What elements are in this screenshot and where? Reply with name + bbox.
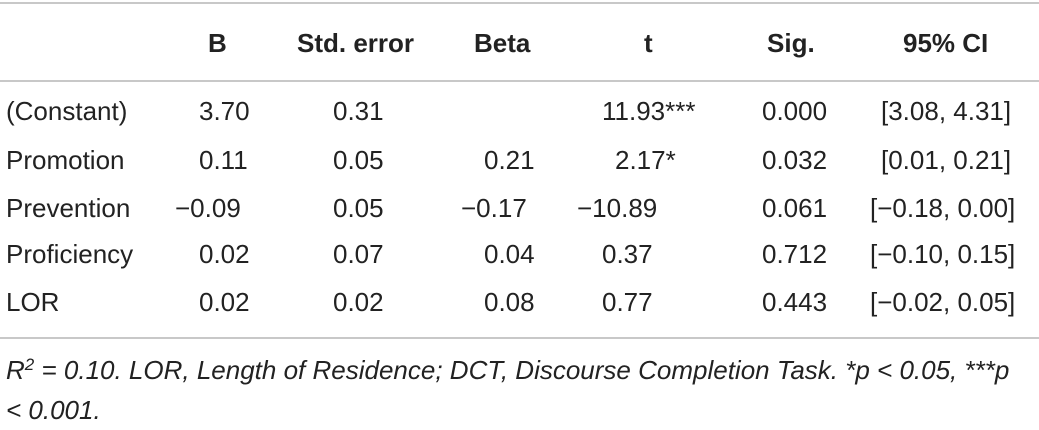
header-b: B: [208, 28, 227, 58]
cell-b: 0.02: [199, 287, 250, 317]
cell-sig: 0.032: [762, 145, 828, 175]
table-bottom-rule: [0, 337, 1039, 339]
cell-b: 0.11: [199, 145, 248, 175]
cell-t: −10.89: [577, 193, 658, 223]
cell-beta: 0.21: [484, 145, 535, 175]
cell-b: 3.70: [199, 96, 250, 126]
cell-std-error: 0.05: [333, 145, 384, 175]
footnote-text: = 0.10. LOR, Length of Residence; DCT, D…: [6, 355, 1010, 425]
cell-t: 0.77: [602, 287, 653, 317]
row-label: LOR: [6, 287, 60, 317]
cell-ci: [0.01, 0.21]: [881, 145, 1012, 175]
footnote-r-symbol: R: [6, 355, 25, 385]
cell-b: 0.02: [199, 239, 250, 269]
cell-std-error: 0.31: [333, 96, 384, 126]
table-footnote: R2 = 0.10. LOR, Length of Residence; DCT…: [6, 350, 1026, 430]
cell-sig: 0.061: [762, 193, 828, 223]
cell-ci: [−0.02, 0.05]: [870, 287, 1016, 317]
row-label: Promotion: [6, 145, 125, 175]
cell-std-error: 0.05: [333, 193, 384, 223]
cell-beta: 0.08: [484, 287, 535, 317]
cell-ci: [−0.10, 0.15]: [870, 239, 1016, 269]
cell-beta: −0.17: [461, 193, 527, 223]
cell-beta: 0.04: [484, 239, 535, 269]
cell-ci: [3.08, 4.31]: [881, 96, 1012, 126]
cell-std-error: 0.02: [333, 287, 384, 317]
cell-t: 2.17*: [615, 145, 676, 175]
table-top-rule: [0, 2, 1039, 4]
cell-ci: [−0.18, 0.00]: [870, 193, 1016, 223]
header-std-error: Std. error: [297, 28, 415, 58]
cell-std-error: 0.07: [333, 239, 384, 269]
cell-sig: 0.443: [762, 287, 828, 317]
header-t: t: [644, 28, 653, 58]
cell-sig: 0.000: [762, 96, 828, 126]
row-label: Proficiency: [6, 239, 134, 269]
table-header-rule: [0, 80, 1039, 82]
row-label: Prevention: [6, 193, 131, 223]
footnote-r-power: 2: [24, 355, 35, 374]
cell-sig: 0.712: [762, 239, 828, 269]
cell-b: −0.09: [175, 193, 241, 223]
cell-t: 11.93***: [602, 96, 696, 126]
cell-t: 0.37: [602, 239, 653, 269]
header-95-ci: 95% CI: [903, 28, 989, 58]
header-sig: Sig.: [767, 28, 815, 58]
header-beta: Beta: [474, 28, 531, 58]
row-label: (Constant): [6, 96, 128, 126]
